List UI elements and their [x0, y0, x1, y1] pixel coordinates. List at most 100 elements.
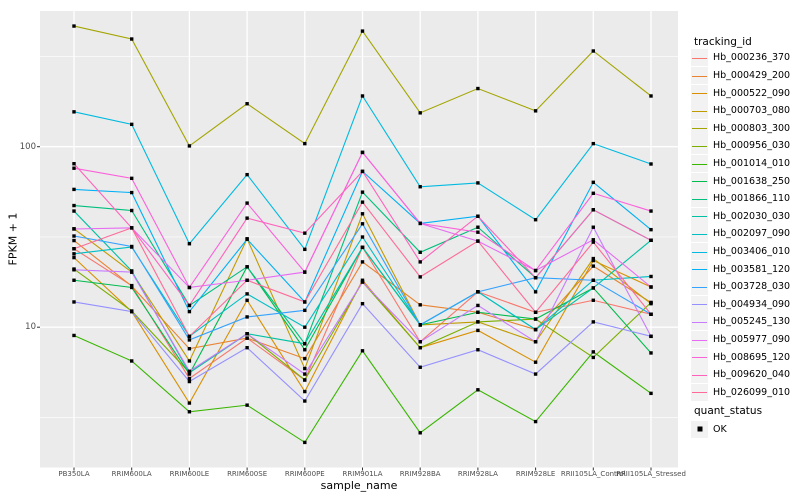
data-point	[360, 212, 365, 216]
data-point	[303, 378, 307, 382]
x-tick-label: RRIM600LE	[169, 470, 210, 478]
data-point	[476, 230, 480, 234]
data-point	[649, 351, 653, 355]
data-point	[476, 181, 480, 185]
data-point	[418, 250, 422, 254]
data-point	[591, 278, 595, 282]
data-point	[303, 300, 307, 304]
data-point	[649, 285, 653, 289]
data-point	[303, 270, 307, 274]
data-point	[130, 309, 134, 314]
data-point	[360, 29, 365, 33]
data-point	[72, 300, 76, 304]
panel-background	[40, 11, 678, 468]
legend-entry-label: Hb_000703_080	[713, 105, 791, 117]
data-point	[591, 225, 595, 229]
data-point	[245, 336, 249, 340]
legend-entry: Hb_026099_010	[691, 383, 790, 401]
legend-entry: Hb_002030_030	[691, 207, 790, 225]
data-point	[360, 278, 365, 282]
data-point	[72, 187, 76, 192]
data-point	[360, 235, 365, 239]
colored-line-icon	[692, 181, 707, 183]
legend-key-line-icon	[691, 119, 708, 137]
legend-key-line-icon	[691, 243, 708, 260]
legend-key-line-icon	[691, 207, 708, 225]
data-point	[130, 122, 134, 127]
x-tick-label: RRIM928BA	[399, 470, 441, 478]
colored-line-icon	[692, 339, 707, 341]
data-point	[360, 222, 365, 226]
data-point	[591, 350, 595, 354]
colored-line-icon	[692, 233, 707, 235]
data-point	[418, 221, 422, 226]
legend-entry-label: Hb_003581_120	[713, 263, 791, 275]
data-point	[72, 238, 76, 243]
legend-entry-label: Hb_000429_200	[713, 70, 791, 81]
data-point	[245, 403, 249, 407]
data-point	[245, 102, 249, 106]
colored-line-icon	[692, 145, 707, 147]
legend-key-line-icon	[691, 383, 708, 401]
legend-entry: Hb_001638_250	[691, 172, 790, 190]
data-point	[130, 244, 134, 249]
data-point	[649, 209, 653, 213]
colored-line-icon	[692, 269, 707, 271]
colored-line-icon	[692, 93, 707, 95]
legend-entry-label: Hb_003406_010	[713, 246, 791, 257]
data-point	[360, 200, 365, 204]
data-point	[591, 298, 595, 302]
data-point	[360, 301, 365, 306]
data-point	[245, 345, 249, 350]
legend-entry-label: Hb_005977_090	[713, 334, 791, 345]
legend-key-line-icon	[691, 278, 708, 296]
data-point	[418, 303, 422, 307]
data-point	[303, 342, 307, 346]
data-point	[72, 252, 76, 256]
x-tick-label: RRIM928LA	[457, 470, 498, 478]
data-point	[591, 180, 595, 184]
legend-entry-label: Hb_000236_370	[713, 52, 791, 64]
data-point	[245, 332, 249, 336]
data-point	[591, 264, 595, 268]
legend-entry-label: Hb_001638_250	[713, 175, 791, 187]
data-point	[130, 176, 134, 181]
data-point	[649, 300, 653, 305]
data-point	[418, 340, 422, 344]
data-point	[245, 216, 249, 220]
data-point	[130, 285, 134, 290]
data-point	[72, 209, 76, 213]
data-point	[245, 298, 249, 302]
legend-entry: Hb_001014_010	[691, 155, 790, 173]
data-point	[533, 327, 538, 332]
legend-entry-label: Hb_000522_090	[713, 87, 791, 99]
data-point	[130, 359, 134, 363]
data-point	[245, 265, 249, 269]
data-point	[245, 315, 249, 319]
colored-line-icon	[692, 251, 707, 253]
data-point	[476, 320, 480, 324]
data-point	[533, 310, 538, 314]
data-point	[303, 247, 307, 252]
colored-line-icon	[692, 357, 707, 359]
legend-entry-label: Hb_026099_010	[713, 386, 791, 398]
x-tick-label: RRIM600PE	[284, 470, 325, 478]
legend-entry: Hb_003581_120	[691, 260, 790, 278]
legend-key-line-icon	[691, 67, 708, 84]
colored-line-icon	[692, 198, 707, 200]
data-point	[591, 355, 595, 360]
data-point	[245, 278, 249, 282]
legend-entry-label: Hb_002030_030	[713, 210, 791, 222]
data-point	[418, 275, 422, 279]
data-point	[187, 369, 192, 373]
legend-entry-label: Hb_000803_300	[713, 122, 791, 134]
data-point	[72, 255, 76, 260]
data-point	[187, 379, 192, 384]
data-point	[591, 238, 595, 242]
data-point	[72, 110, 76, 114]
data-point	[591, 286, 595, 290]
data-point	[418, 260, 422, 264]
data-point	[187, 242, 192, 246]
